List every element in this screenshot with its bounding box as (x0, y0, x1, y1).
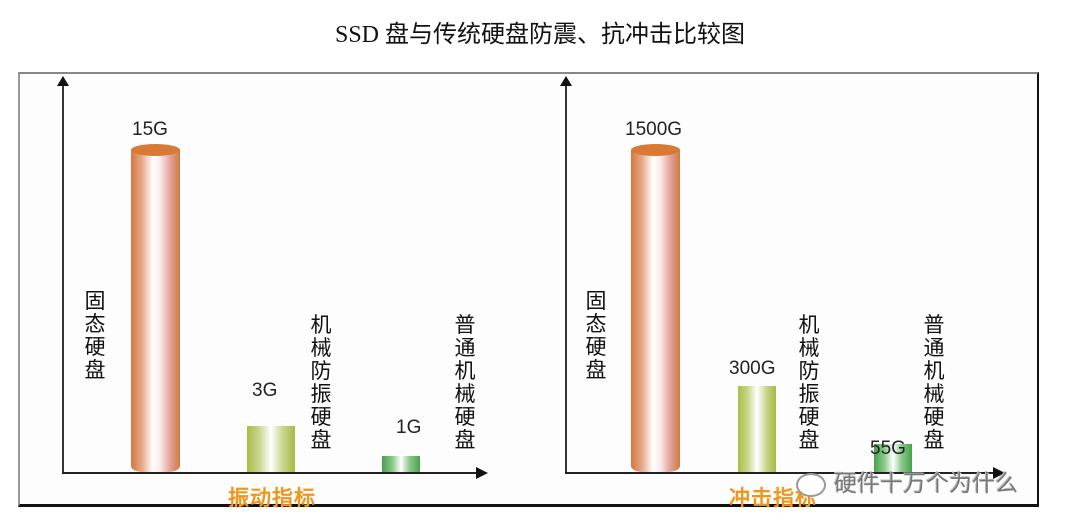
value-label-shockproof-hdd: 300G (729, 358, 776, 379)
bar-ssd (131, 144, 180, 472)
value-label-shockproof-hdd: 3G (252, 380, 278, 401)
category-label-normal-hdd: 普通机械硬盘 (923, 314, 945, 452)
value-label-normal-hdd: 55G (870, 438, 906, 459)
watermark-text: 硬件十万个为什么 (834, 470, 1018, 496)
x-axis (565, 467, 1005, 479)
chart-title: SSD 盘与传统硬盘防震、抗冲击比较图 (334, 22, 746, 48)
x-axis-label: 冲击指标 (729, 487, 817, 510)
value-label-ssd: 1500G (625, 119, 683, 140)
bar-normal-hdd (874, 444, 912, 472)
category-label-ssd: 固态硬盘 (84, 290, 106, 382)
wechat-icon (796, 472, 826, 497)
watermark: 硬件十万个为什么 (796, 464, 1018, 498)
category-label-shockproof-hdd: 机械防振硬盘 (310, 314, 332, 452)
category-label-ssd: 固态硬盘 (585, 290, 607, 382)
x-axis (62, 467, 488, 479)
value-label-ssd: 15G (132, 119, 168, 140)
x-axis-label: 振动指标 (228, 487, 316, 510)
category-label-shockproof-hdd: 机械防振硬盘 (798, 314, 820, 452)
y-axis (57, 76, 69, 474)
bar-normal-hdd (382, 456, 420, 472)
bar-ssd (631, 144, 680, 472)
bar-shockproof-hdd (247, 426, 295, 472)
bar-shockproof-hdd (738, 386, 776, 472)
value-label-normal-hdd: 1G (396, 417, 422, 438)
chart-frame: 15G 固态硬盘 3G 机械防振硬盘 1G 普通机械硬盘 振动指标 1500G … (18, 72, 1039, 510)
y-axis (560, 76, 572, 474)
vibration-panel: 15G 固态硬盘 3G 机械防振硬盘 1G 普通机械硬盘 振动指标 (20, 74, 540, 510)
impact-panel: 1500G 固态硬盘 300G 机械防振硬盘 55G 普通机械硬盘 冲击指标 (523, 74, 1038, 510)
category-label-normal-hdd: 普通机械硬盘 (454, 314, 476, 452)
